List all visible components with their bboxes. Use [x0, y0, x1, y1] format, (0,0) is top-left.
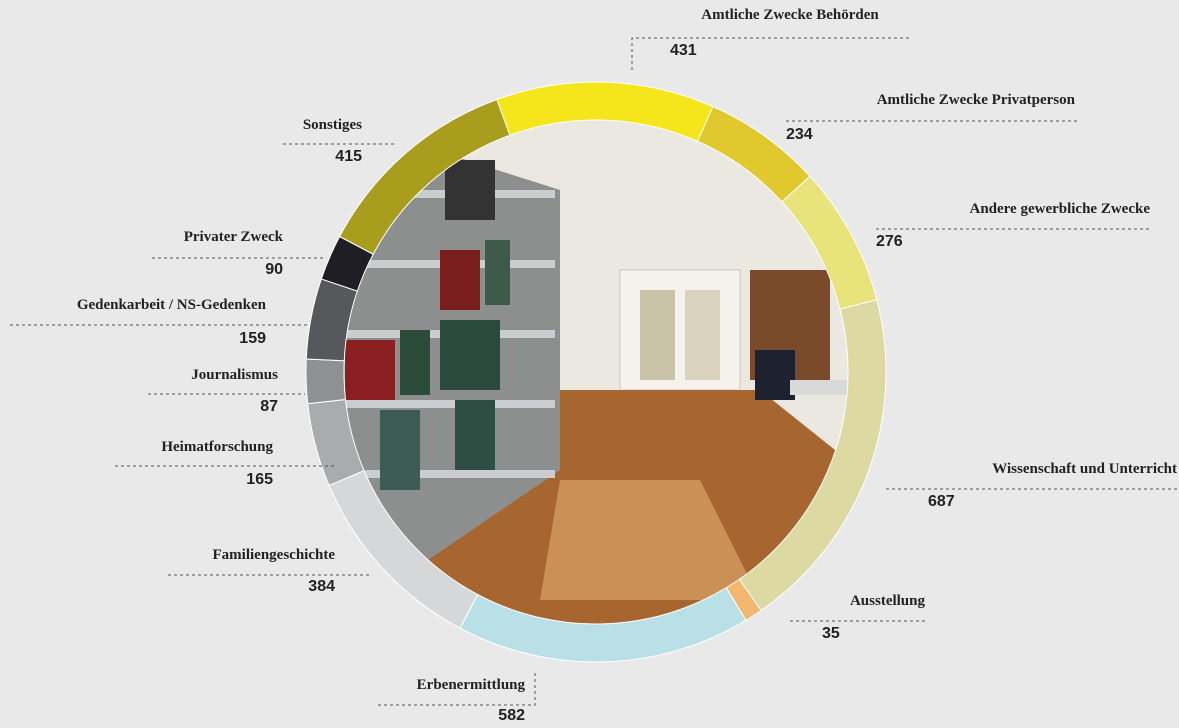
value-label: 384 [308, 578, 335, 595]
category-label: Gedenkarbeit / NS-Gedenken [77, 297, 267, 313]
donut-segment [306, 359, 346, 404]
category-label: Erbenermittlung [417, 677, 526, 693]
value-label: 687 [928, 493, 955, 510]
category-label: Andere gewerbliche Zwecke [969, 201, 1150, 217]
category-label: Sonstiges [303, 117, 362, 133]
category-label: Ausstellung [850, 593, 926, 609]
value-label: 87 [260, 398, 278, 415]
value-label: 431 [670, 42, 697, 59]
value-label: 415 [335, 148, 362, 165]
category-label: Amtliche Zwecke Privatperson [877, 92, 1076, 108]
category-label: Heimatforschung [161, 439, 273, 455]
category-label: Privater Zweck [184, 229, 284, 245]
category-label: Amtliche Zwecke Behörden [701, 7, 879, 23]
category-label: Journalismus [191, 367, 278, 383]
value-label: 35 [822, 625, 840, 642]
value-label: 165 [246, 471, 273, 488]
value-label: 234 [786, 126, 813, 143]
value-label: 276 [876, 233, 903, 250]
value-label: 159 [239, 330, 266, 347]
category-label: Wissenschaft und Unterricht [992, 461, 1177, 477]
value-label: 90 [265, 261, 283, 278]
chart: Amtliche Zwecke Behörden 431 Amtliche Zwec… [0, 0, 1179, 728]
value-label: 582 [498, 707, 525, 724]
category-label: Familiengeschichte [213, 547, 336, 563]
